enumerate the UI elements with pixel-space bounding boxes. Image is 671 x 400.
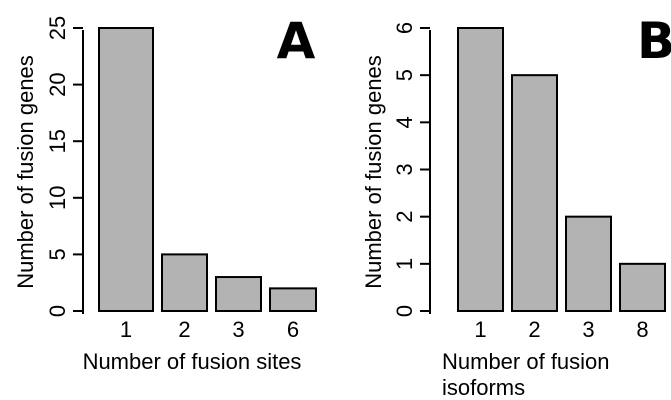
panel-a-bar-2 [161, 253, 208, 312]
panel-a-ylabel: Number of fusion genes [13, 55, 38, 289]
panel-b-y-ticks: 0 1 2 3 4 5 6 [392, 22, 430, 317]
panel-b-ylabel: Number of fusion genes [361, 55, 386, 289]
panel-a-bar-6 [269, 287, 317, 312]
panel-a-ytick-label: 20 [45, 72, 70, 96]
panel-b-ytick-label: 5 [392, 69, 417, 81]
panel-b-ytick-label: 6 [392, 22, 417, 34]
panel-b-xtick-label: 1 [474, 317, 486, 342]
panel-a-ytick-label: 0 [45, 305, 70, 317]
panel-a-xtick-label: 3 [232, 317, 244, 342]
panel-a-bars [98, 27, 317, 313]
panel-b-ytick-label: 3 [392, 163, 417, 175]
panel-b-bar-2 [511, 74, 558, 312]
panel-a-xlabel: Number of fusion sites [83, 349, 302, 374]
panel-b-ytick-label: 1 [392, 258, 417, 270]
panel-b-xtick-label: 2 [528, 317, 540, 342]
panel-b-bars [457, 27, 666, 313]
panel-a-bar-3 [215, 276, 262, 313]
panel-b-bar-3 [565, 215, 612, 313]
panel-b-ytick-label: 0 [392, 305, 417, 317]
panel-a-ytick-label: 25 [45, 16, 70, 40]
panel-a-bar-1 [98, 27, 154, 312]
panel-b-letter: B [637, 12, 671, 70]
panel-b-x-ticks: 1 2 3 8 [474, 317, 648, 342]
panel-b-xtick-label: 3 [582, 317, 594, 342]
panel-a-xtick-label: 1 [120, 317, 132, 342]
panel-b-bar-1 [457, 27, 504, 312]
panel-a-y-ticks: 0 5 10 15 20 25 [45, 16, 83, 317]
panel-a-letter: A [277, 12, 316, 70]
panel-a-ytick-label: 5 [45, 248, 70, 260]
panel-b-xlabel-line-2: isoforms [442, 375, 525, 400]
panel-b-xtick-label: 8 [636, 317, 648, 342]
panel-a-xtick-label: 2 [178, 317, 190, 342]
panel-b-xlabel-line-1: Number of fusion [442, 349, 610, 374]
panel-a-ytick-label: 15 [45, 129, 70, 153]
panel-b-ytick-label: 4 [392, 116, 417, 128]
panel-a-ytick-label: 10 [45, 186, 70, 210]
panel-a-xtick-label: 6 [287, 317, 299, 342]
panel-a: 0 5 10 15 20 25 1 2 3 6 Number of fusion genes N… [13, 12, 317, 374]
panel-b-bar-8 [619, 262, 666, 313]
panel-b: 0 1 2 3 4 5 6 1 2 3 8 Number of fusion genes Numb… [361, 12, 671, 400]
panel-a-x-ticks: 1 2 3 6 [120, 317, 299, 342]
panel-b-ytick-label: 2 [392, 211, 417, 223]
